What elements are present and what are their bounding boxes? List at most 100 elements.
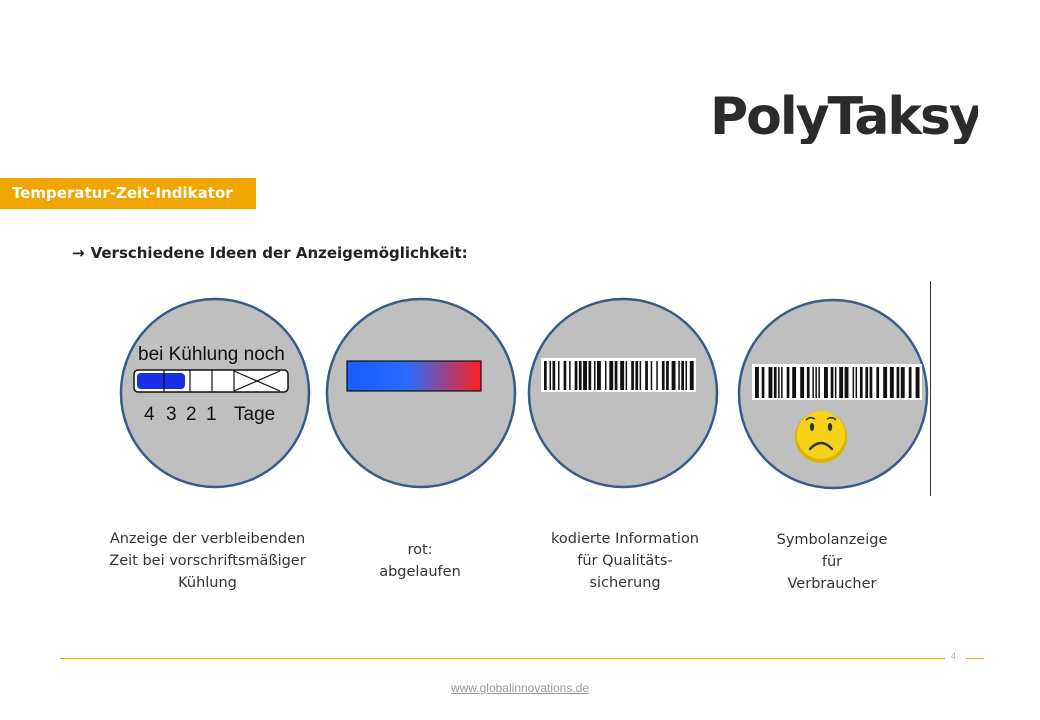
barcode-bar (786, 367, 790, 398)
barcode-bar (639, 361, 642, 390)
caption-line: für Qualitäts- (577, 553, 673, 569)
barcode-bar (768, 367, 773, 398)
barcode-bar (558, 361, 560, 390)
caption-line: Symbolanzeige (776, 532, 888, 548)
barcode-bar (865, 367, 869, 398)
barcode-bar (818, 367, 820, 398)
barcode-bar (645, 361, 648, 390)
barcode-bar (609, 361, 614, 390)
footer-website-link[interactable]: www.globalinnovations.de (450, 681, 590, 695)
day-label-2: 2 (186, 404, 197, 425)
barcode-bar (569, 361, 571, 390)
caption-days-remaining: Anzeige der verbleibenden Zeit bei vorsc… (90, 528, 325, 594)
barcode-bar (876, 367, 880, 398)
section-heading: → Verschiedene Ideen der Anzeigemöglichke… (72, 244, 468, 262)
barcode-bar (852, 367, 855, 398)
barcode-bar (896, 367, 900, 398)
barcode-bar (605, 361, 607, 390)
barcode-bar (781, 367, 783, 398)
gradient-bar (346, 360, 482, 392)
barcode-bar (544, 361, 547, 390)
barcode-bar (661, 361, 665, 390)
indicator-color-gradient (325, 297, 517, 489)
caption-line: kodierte Information (550, 531, 700, 547)
arrow-right-icon: → (72, 244, 85, 262)
barcode-bar (834, 367, 837, 398)
barcode-bar (650, 361, 653, 390)
indicator-barcode (527, 297, 719, 489)
barcode-bar (778, 367, 780, 398)
barcode-bar (773, 367, 777, 398)
barcode-bar (614, 361, 618, 390)
barcode-bar (761, 367, 765, 398)
barcode-bar (792, 367, 797, 398)
caption-line: Zeit bei vorschriftsmäßiger (109, 553, 306, 569)
barcode-bar (908, 367, 912, 398)
caption-expired: rot: abgelaufen (340, 539, 500, 583)
day-label-4: 4 (144, 404, 155, 425)
footer-rule-end (966, 658, 984, 659)
barcode-bar (656, 361, 658, 390)
barcode-icon (755, 367, 920, 398)
barcode-bar (900, 367, 905, 398)
caption-line: rot: (407, 542, 433, 558)
remaining-fill-bar (137, 373, 185, 389)
heading-text: Verschiedene Ideen der Anzeigemöglichkei… (90, 244, 468, 262)
footer-rule (60, 658, 945, 659)
day-label-3: 3 (166, 404, 177, 425)
barcode-bar (883, 367, 888, 398)
section-tab-label: Temperatur-Zeit-Indikator (12, 184, 233, 202)
caption-line: Verbraucher (787, 576, 877, 592)
divider-line (930, 281, 931, 496)
indicator-symbol (737, 298, 929, 490)
barcode-bar (689, 361, 694, 390)
polytaksys-logo: PolyTaksys (710, 87, 978, 144)
barcode-bar (915, 367, 920, 398)
barcode-bar (563, 361, 567, 390)
barcode-bar (812, 367, 814, 398)
barcode-bar (666, 361, 669, 390)
barcode-bar (685, 361, 687, 390)
barcode-bar (583, 361, 587, 390)
barcode-bar (869, 367, 873, 398)
sad-smiley-icon (795, 411, 847, 463)
barcode-bar (597, 361, 601, 390)
caption-line: sicherung (589, 575, 661, 591)
barcode-bar (681, 361, 684, 390)
days-unit-label: Tage (234, 404, 275, 425)
barcode-bar (671, 361, 676, 390)
barcode-bar (859, 367, 863, 398)
caption-symbol: Symbolanzeige für Verbraucher (750, 529, 914, 595)
barcode-bar (844, 367, 849, 398)
barcode-bar (678, 361, 680, 390)
barcode-bar (631, 361, 634, 390)
barcode-bar (549, 361, 551, 390)
caption-line: Anzeige der verbleibenden (109, 531, 306, 547)
barcode-bar (588, 361, 592, 390)
barcode-bar (552, 361, 556, 390)
caption-coded-info: kodierte Information für Qualitäts- sich… (530, 528, 720, 594)
caption-line: für (821, 554, 843, 570)
barcode-bar (594, 361, 596, 390)
page-number: 4 (951, 651, 957, 661)
barcode-bar (806, 367, 810, 398)
barcode-bar (574, 361, 578, 390)
barcode-icon (544, 361, 694, 390)
barcode-bar (578, 361, 582, 390)
barcode-bar (620, 361, 625, 390)
section-tab: Temperatur-Zeit-Indikator (0, 178, 256, 209)
barcode-bar (800, 367, 805, 398)
indicator-days-remaining: bei Kühlung noch 4 3 2 1 Tage (119, 297, 311, 489)
caption-line: Kühlung (178, 575, 237, 591)
barcode-bar (755, 367, 759, 398)
indicator-top-text: bei Kühlung noch (138, 344, 285, 365)
barcode-bar (839, 367, 844, 398)
caption-line: abgelaufen (379, 564, 461, 580)
barcode-bar (625, 361, 628, 390)
barcode-bar (830, 367, 834, 398)
logo-text: PolyTaksys (710, 87, 978, 144)
barcode-bar (815, 367, 817, 398)
barcode-bar (635, 361, 639, 390)
barcode-bar (824, 367, 828, 398)
